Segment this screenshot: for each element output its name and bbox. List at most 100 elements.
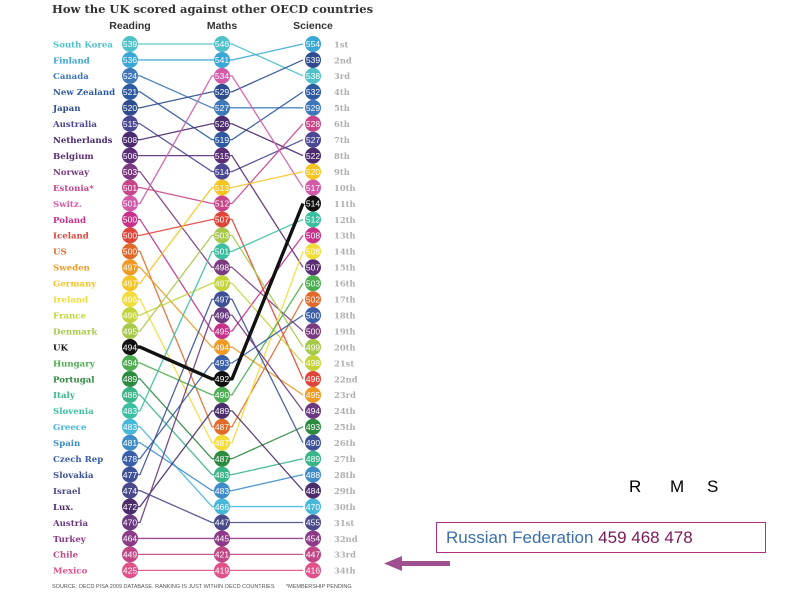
dot-reading-lux (122, 498, 138, 515)
chart-source: SOURCE: OECD PISA 2009 DATABASE. RANKING… (52, 584, 275, 590)
rank-label: 33rd (334, 550, 356, 560)
dot-science-lux (305, 482, 321, 499)
value-label-science-japan: 539 (306, 55, 320, 65)
value-label-reading-hungary: 494 (123, 358, 137, 368)
value-label-maths-hungary: 490 (215, 390, 229, 400)
dot-reading-czech-rep (122, 450, 138, 467)
value-label-reading-italy: 486 (123, 390, 137, 400)
chart-footnote: *MEMBERSHIP PENDING (286, 584, 352, 590)
rank-label: 10th (334, 183, 356, 193)
value-label-reading-slovenia: 483 (123, 406, 137, 416)
value-label-maths-turkey: 445 (215, 534, 229, 544)
dot-reading-estonia (122, 179, 138, 196)
value-label-reading-iceland: 500 (123, 231, 137, 241)
chart-title: How the UK scored against other OECD cou… (52, 2, 374, 16)
dot-science-italy (305, 450, 321, 467)
value-label-science-mexico: 416 (306, 566, 320, 576)
dot-science-czech-rep (305, 307, 321, 324)
dot-maths-finland (214, 51, 230, 68)
dot-reading-iceland (122, 227, 138, 244)
dot-maths-south-korea (214, 36, 230, 52)
value-label-science-hungary: 503 (306, 278, 320, 288)
dot-maths-netherlands (214, 115, 230, 132)
value-label-science-slovenia: 512 (306, 215, 320, 225)
dot-reading-mexico (122, 562, 138, 579)
dot-reading-italy (122, 386, 138, 403)
value-label-science-us: 502 (306, 294, 320, 304)
country-label-portugal: Portugal (53, 375, 95, 385)
dot-reading-greece (122, 418, 138, 435)
value-label-maths-iceland: 507 (215, 215, 229, 225)
dot-maths-slovenia (214, 243, 230, 260)
column-header-science: Science (293, 20, 333, 32)
value-label-science-norway: 500 (306, 326, 320, 336)
rank-label: 29th (334, 486, 356, 496)
rank-label: 18th (334, 310, 356, 320)
country-label-switz: Switz. (53, 200, 82, 210)
country-label-chile: Chile (53, 551, 79, 561)
dot-science-portugal (305, 418, 321, 435)
dot-reading-poland (122, 211, 138, 228)
dot-maths-poland (214, 323, 230, 340)
dot-maths-austria (214, 307, 230, 324)
dot-reading-austria (122, 514, 138, 531)
value-label-maths-new-zealand: 519 (215, 135, 229, 145)
dot-science-south-korea (305, 67, 321, 84)
rank-label: 22nd (334, 374, 358, 384)
rank-label: 5th (334, 103, 350, 113)
dot-science-sweden (305, 386, 321, 403)
dot-science-slovenia (305, 211, 321, 228)
value-label-reading-chile: 449 (123, 550, 137, 560)
value-label-maths-italy: 483 (215, 470, 229, 480)
country-label-hungary: Hungary (53, 359, 96, 369)
country-label-new-zealand: New Zealand (53, 88, 115, 98)
dot-maths-germany (214, 179, 230, 196)
dot-science-australia (305, 131, 321, 148)
country-label-slovakia: Slovakia (53, 471, 94, 481)
dot-reading-slovenia (122, 402, 138, 419)
dot-reading-denmark (122, 323, 138, 340)
dot-reading-south-korea (122, 36, 138, 52)
value-label-maths-sweden: 494 (215, 342, 229, 352)
value-label-science-czech-rep: 500 (306, 310, 320, 320)
value-label-maths-switz: 534 (215, 71, 229, 81)
value-label-reading-switz: 501 (123, 199, 137, 209)
value-label-maths-france: 497 (215, 278, 229, 288)
dot-science-mexico (305, 562, 321, 579)
value-label-reading-germany: 497 (123, 278, 137, 288)
rank-label: 20th (334, 342, 356, 352)
rms-label-s: S (707, 477, 719, 496)
value-label-maths-norway: 498 (215, 263, 229, 273)
dot-reading-spain (122, 434, 138, 451)
country-label-ireland: Ireland (53, 296, 88, 306)
value-label-science-denmark: 499 (306, 342, 320, 352)
rms-label-m: M (670, 477, 685, 496)
value-label-reading-australia: 515 (123, 119, 137, 129)
value-label-reading-portugal: 489 (123, 374, 137, 384)
dot-reading-finland (122, 51, 138, 68)
value-label-science-iceland: 496 (306, 374, 320, 384)
value-label-maths-canada: 527 (215, 103, 229, 113)
dot-maths-canada (214, 99, 230, 116)
dot-reading-hungary (122, 355, 138, 371)
rank-label: 14th (334, 247, 356, 257)
value-label-science-belgium: 507 (306, 263, 320, 273)
dot-reading-us (122, 243, 138, 260)
value-label-reading-estonia: 501 (123, 183, 137, 193)
country-label-germany: Germany (53, 280, 97, 290)
dot-science-israel (305, 514, 321, 531)
value-label-maths-czech-rep: 493 (215, 358, 229, 368)
dot-maths-czech-rep (214, 355, 230, 371)
rank-label: 25th (334, 422, 356, 432)
dot-maths-sweden (214, 339, 230, 356)
value-label-science-turkey: 454 (306, 534, 320, 544)
dot-reading-portugal (122, 370, 138, 387)
value-label-reading-uk: 494 (123, 342, 137, 352)
value-label-science-switz: 517 (306, 183, 320, 193)
country-label-sweden: Sweden (53, 264, 91, 274)
pointer-arrow (384, 556, 450, 571)
rank-labels: 1st 2nd 3rd 4th 5th 6th 7th 8th 9th 10th 11th 12th 1… (334, 39, 358, 575)
value-label-maths-netherlands: 526 (215, 119, 229, 129)
russia-values: 459 468 478 (598, 528, 693, 547)
value-label-maths-greece: 466 (215, 502, 229, 512)
